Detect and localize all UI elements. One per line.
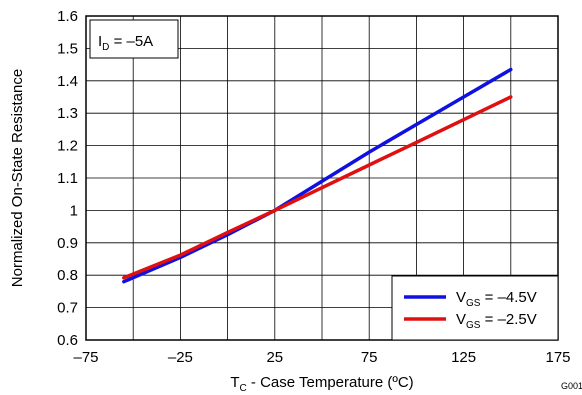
- legend-label-1-sub: GS: [466, 320, 481, 331]
- y-tick-label-6: 1.2: [57, 138, 78, 155]
- y-tick-label-2: 0.8: [57, 267, 78, 284]
- legend: VGS = –4.5V VGS = –2.5V: [391, 275, 559, 341]
- legend-label-1-main: V: [456, 311, 466, 328]
- legend-label-vgs-2.5v: VGS = –2.5V: [456, 311, 537, 331]
- legend-label-1-rest: = –2.5V: [480, 311, 536, 328]
- x-axis-label-sub: C: [240, 383, 247, 394]
- x-axis-label-main: T: [230, 374, 239, 391]
- tick-labels: –75 –25 25 75 125 175 0.6 0.7 0.8 0.9 1 1.1 1.2 1.3 1.…: [57, 8, 570, 366]
- y-tick-label-0: 0.6: [57, 332, 78, 349]
- x-tick-label-8: 125: [451, 349, 476, 366]
- x-tick-label-6: 75: [361, 349, 378, 366]
- legend-label-0-main: V: [456, 289, 466, 306]
- x-axis-label-rest: - Case Temperature (ºC): [247, 374, 414, 391]
- y-tick-label-8: 1.4: [57, 73, 78, 90]
- plot-frame: [85, 15, 559, 341]
- y-tick-label-5: 1.1: [57, 170, 78, 187]
- legend-label-vgs-4.5v: VGS = –4.5V: [456, 289, 537, 309]
- y-tick-label-9: 1.5: [57, 40, 78, 57]
- series-layer: [122, 67, 513, 284]
- x-tick-label-4: 25: [266, 349, 283, 366]
- legend-box: [391, 275, 559, 341]
- series-line-0: [122, 67, 513, 284]
- figure-id: G001: [561, 381, 582, 391]
- annotation-main: I: [98, 33, 102, 50]
- x-tick-label-0: –75: [73, 349, 98, 366]
- y-tick-label-4: 1: [70, 202, 78, 219]
- x-tick-label-2: –25: [168, 349, 193, 366]
- y-tick-label-3: 0.9: [57, 235, 78, 252]
- annotation-box: ID = –5A: [89, 19, 179, 59]
- y-tick-label-1: 0.7: [57, 300, 78, 317]
- y-axis-label: Normalized On-State Resistance: [9, 69, 26, 287]
- y-tick-label-7: 1.3: [57, 105, 78, 122]
- legend-label-0-sub: GS: [466, 298, 481, 309]
- x-tick-label-10: 175: [545, 349, 570, 366]
- series-line-1: [122, 95, 513, 280]
- y-tick-label-10: 1.6: [57, 8, 78, 25]
- annotation-rest: = –5A: [109, 33, 153, 50]
- annotation-background: [89, 19, 179, 59]
- x-axis-label: TC - Case Temperature (ºC): [230, 374, 413, 394]
- annotation-text: ID = –5A: [98, 33, 153, 53]
- annotation-sub: D: [102, 42, 109, 53]
- legend-label-0-rest: = –4.5V: [480, 289, 536, 306]
